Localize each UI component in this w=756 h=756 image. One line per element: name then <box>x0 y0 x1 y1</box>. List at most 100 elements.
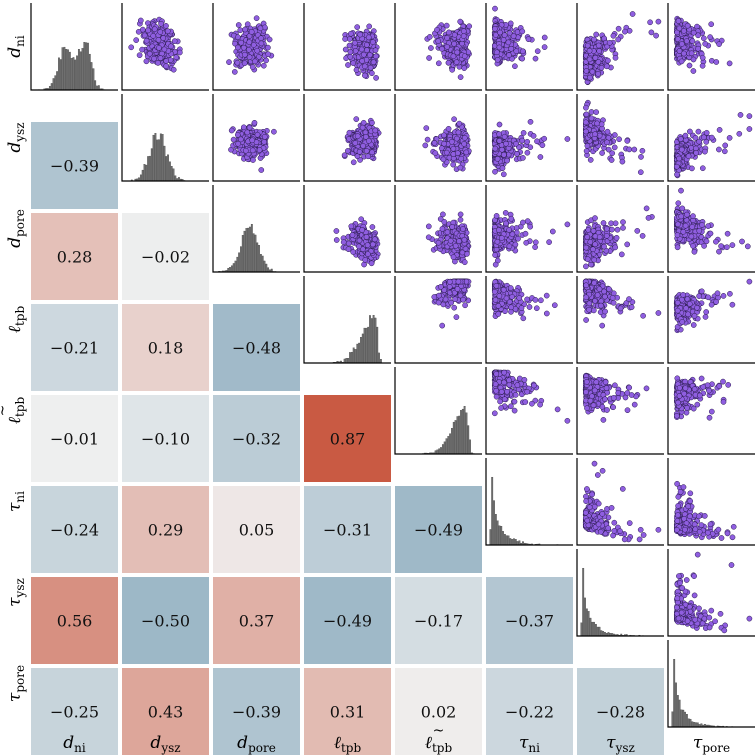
scatter-point <box>164 28 171 34</box>
diag-histogram <box>212 185 300 273</box>
scatter-point <box>450 53 457 60</box>
corr-cell <box>31 395 118 482</box>
histogram-bar <box>265 263 268 273</box>
corr-cell <box>213 395 300 482</box>
scatter-point <box>506 52 512 58</box>
scatter-point <box>232 40 238 47</box>
scatter-point <box>235 34 241 41</box>
corr-cell <box>304 577 391 664</box>
scatter-point <box>461 259 468 266</box>
scatter-point <box>682 132 689 139</box>
histogram-bar <box>97 85 100 91</box>
scatter-point <box>369 119 375 126</box>
scatter-point <box>359 58 366 64</box>
corr-label: −0.28 <box>596 703 645 722</box>
scatter-point <box>237 136 244 143</box>
scatter-point <box>360 119 367 126</box>
scatter-point <box>523 239 530 246</box>
scatter-point <box>506 227 512 233</box>
scatter-point <box>520 219 526 226</box>
corr-cell <box>213 668 300 755</box>
corr-label: 0.05 <box>239 521 275 540</box>
corr-label: 0.28 <box>57 248 93 267</box>
scatter-point <box>249 137 256 144</box>
scatter-point <box>707 230 714 237</box>
scatter-point <box>353 116 360 122</box>
scatter-point <box>496 138 503 144</box>
scatter-point <box>676 155 682 162</box>
scatter-point <box>234 132 241 138</box>
scatter-point <box>524 149 531 156</box>
scatter-point <box>234 59 241 66</box>
corr-label: −0.37 <box>505 612 554 631</box>
histogram-bar <box>513 538 515 546</box>
scatter-point <box>583 128 589 135</box>
corr-label: 0.56 <box>57 612 93 631</box>
histogram-bar <box>230 265 233 273</box>
scatter-point <box>457 18 464 25</box>
histogram-bar <box>518 540 521 546</box>
scatter-panel <box>212 3 300 91</box>
scatter-point <box>145 27 151 34</box>
scatter-point <box>527 223 534 230</box>
scatter-point <box>143 58 150 65</box>
scatter-point <box>461 141 467 147</box>
histogram-bar <box>469 439 471 455</box>
corr-cell <box>31 122 118 209</box>
scatter-point <box>492 32 499 38</box>
histogram-bar <box>236 256 239 273</box>
scatter-point <box>358 46 365 53</box>
scatter-point <box>242 26 248 33</box>
scatter-point <box>369 224 376 230</box>
scatter-point <box>435 38 442 44</box>
scatter-point <box>451 116 457 123</box>
scatter-point <box>244 21 251 28</box>
corr-label: −0.21 <box>50 339 99 358</box>
scatter-point <box>611 144 618 151</box>
histogram-bar <box>443 441 446 455</box>
scatter-point <box>426 34 433 40</box>
corr-label: 0.37 <box>239 612 275 631</box>
histogram-bar <box>254 234 257 273</box>
scatter-point <box>423 125 430 131</box>
scatter-point <box>432 150 439 156</box>
scatter-point <box>353 67 360 73</box>
scatter-point <box>678 58 685 65</box>
scatter-point <box>176 49 183 56</box>
scatter-point <box>502 210 509 216</box>
histogram-bar <box>90 62 93 91</box>
scatter-point <box>541 44 548 50</box>
scatter-point <box>358 216 365 223</box>
histogram-bar <box>96 85 98 91</box>
scatter-point <box>242 147 249 154</box>
scatter-point <box>587 239 594 245</box>
scatter-point <box>510 33 517 40</box>
histogram-bar <box>77 49 80 91</box>
scatter-point <box>688 233 695 240</box>
scatter-point <box>248 29 255 35</box>
scatter-point <box>588 115 595 122</box>
scatter-point <box>703 139 710 145</box>
scatter-point <box>444 35 450 41</box>
scatter-point <box>168 43 174 50</box>
scatter-point <box>257 25 264 32</box>
histogram-bar <box>360 337 362 364</box>
scatter-point <box>263 57 269 64</box>
histogram-bar <box>491 476 494 546</box>
histogram-bar <box>587 611 590 637</box>
scatter-point <box>676 25 683 32</box>
scatter-point <box>143 37 150 44</box>
scatter-point <box>598 121 605 128</box>
scatter-point <box>365 138 372 144</box>
scatter-point <box>450 161 457 168</box>
scatter-panel <box>303 94 391 182</box>
scatter-point <box>494 56 501 63</box>
corr-label: −0.39 <box>50 157 99 176</box>
scatter-point <box>619 158 626 165</box>
histogram-bar <box>589 617 592 637</box>
scatter-point <box>530 133 537 139</box>
scatter-point <box>598 64 605 71</box>
scatter-point <box>453 59 460 66</box>
scatter-point <box>463 149 470 156</box>
scatter-point <box>492 261 499 268</box>
